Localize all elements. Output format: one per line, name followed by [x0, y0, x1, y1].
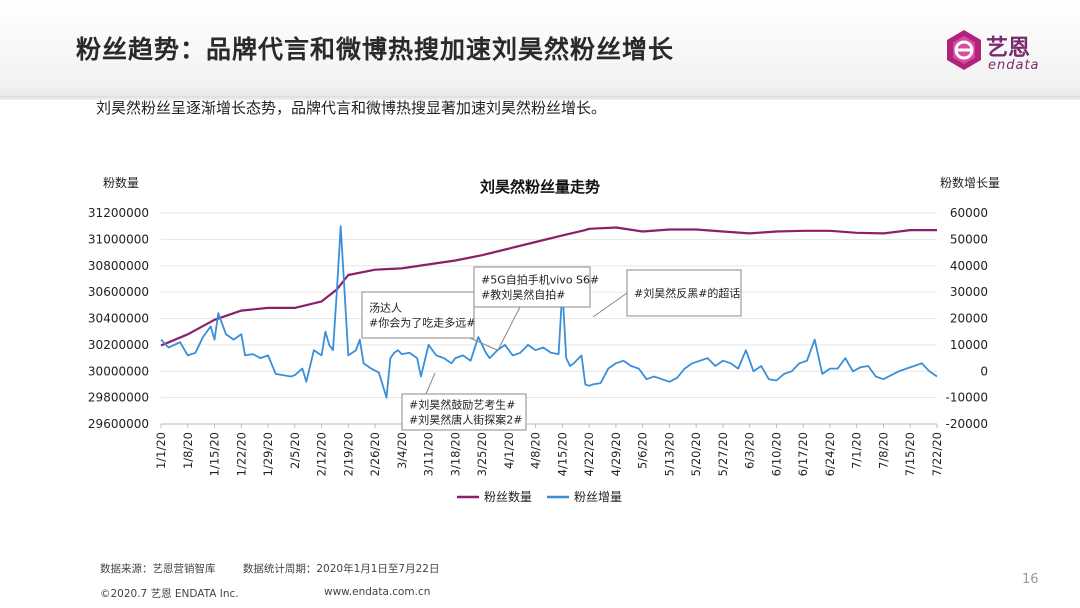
website-link[interactable]: www.endata.com.cn [324, 586, 431, 598]
annotation-text: #刘昊然鼓励艺考生# [409, 398, 515, 412]
annotation-text: #刘昊然唐人街探案2# [409, 413, 522, 427]
y-left-tick-label: 30200000 [88, 338, 149, 352]
x-tick-label: 6/10/20 [769, 432, 783, 476]
x-tick-label: 2/5/20 [288, 432, 302, 469]
x-tick-label: 7/8/20 [876, 432, 890, 469]
x-tick-label: 4/15/20 [555, 432, 569, 476]
annotation-callout-line [425, 372, 436, 395]
series-line-growth [160, 225, 938, 399]
annotation-callout-line [469, 337, 498, 351]
annotation-callout-line [592, 292, 628, 318]
x-tick-label: 2/19/20 [341, 432, 355, 476]
x-tick-label: 1/8/20 [181, 432, 195, 469]
annotation-box [473, 266, 591, 308]
x-tick-label: 5/27/20 [716, 432, 730, 476]
y-left-tick-label: 31000000 [88, 232, 149, 246]
x-tick-label: 6/24/20 [823, 432, 837, 476]
y-axis-left-ticks: 31200000 31000000 30800000 30600000 30400000… [88, 206, 149, 431]
y-left-tick-label: 30000000 [88, 364, 149, 378]
x-tick-label: 2/12/20 [315, 432, 329, 476]
annotation-text: #你会为了吃走多远# [369, 316, 475, 330]
gridlines [161, 212, 937, 425]
y-right-tick-label: 30000 [950, 285, 988, 299]
header-bar [0, 0, 1080, 100]
x-tick-label: 6/3/20 [743, 432, 757, 469]
x-tick-label: 3/25/20 [475, 432, 489, 476]
annotation-text: 汤达人 [369, 301, 402, 315]
annotation-text: #教刘昊然自拍# [481, 288, 565, 302]
endata-logo-icon [947, 30, 981, 70]
y-right-tick-label: 20000 [950, 312, 988, 326]
y-axis-right-label: 粉数增长量 [940, 175, 1000, 190]
data-source: 数据来源：艺恩营销智库 [100, 563, 216, 575]
x-tick-label: 1/1/20 [154, 432, 168, 469]
fans-trend-chart: 刘昊然粉丝量走势 粉数量 粉数增长量 31200000 31000000 30800… [88, 175, 1000, 504]
x-tick-label: 1/15/20 [208, 432, 222, 476]
y-right-tick-label: 10000 [950, 338, 988, 352]
logo-text-cn: 艺恩 [986, 36, 1031, 61]
y-axis-right-ticks: 60000 50000 40000 30000 20000 10000 0 -10000 -20… [945, 206, 988, 431]
brand-logo: 艺恩 endata [944, 28, 1054, 78]
chart-title: 刘昊然粉丝量走势 [480, 178, 600, 196]
x-tick-label: 7/1/20 [850, 432, 864, 469]
x-tick-label: 5/20/20 [689, 432, 703, 476]
y-right-tick-label: 50000 [950, 232, 988, 246]
x-tick-label: 3/18/20 [448, 432, 462, 476]
footer-source-line: 数据来源：艺恩营销智库 数据统计周期：2020年1月1日至7月22日 [100, 561, 463, 576]
annotation-callout-line [497, 306, 521, 351]
series-lines [160, 225, 938, 399]
page-title: 粉丝趋势：品牌代言和微博热搜加速刘昊然粉丝增长 [76, 35, 675, 64]
y-left-tick-label: 29600000 [88, 417, 149, 431]
legend-label: 粉丝增量 [574, 490, 622, 504]
annotations: 汤达人#你会为了吃走多远# #5G自拍手机vivo S6##教刘昊然自拍# #刘昊然… [361, 266, 742, 431]
x-tick-label: 2/26/20 [368, 432, 382, 476]
data-period: 数据统计周期：2020年1月1日至7月22日 [242, 563, 440, 575]
annotation-text: #刘昊然反黑#的超话 [634, 286, 740, 300]
legend-label: 粉丝数量 [484, 489, 532, 504]
logo-text-en: endata [988, 58, 1040, 73]
x-tick-label: 3/4/20 [395, 432, 409, 469]
annotation-box [626, 269, 742, 317]
y-right-tick-label: 40000 [950, 259, 988, 273]
x-tick-label: 1/29/20 [261, 432, 275, 476]
copyright: ©2020.7 艺恩 ENDATA Inc. [100, 588, 239, 600]
annotation-box [361, 291, 475, 339]
x-axis-ticks: 1/1/20 1/8/20 1/15/20 1/22/20 1/29/20 2/5/20 2… [154, 424, 944, 476]
annotation-box [401, 393, 527, 431]
y-axis-left-label: 粉数量 [103, 175, 139, 190]
x-tick-label: 4/29/20 [609, 432, 623, 476]
x-tick-label: 4/8/20 [529, 432, 543, 469]
y-left-tick-label: 30400000 [88, 312, 149, 326]
x-tick-label: 4/22/20 [582, 432, 596, 476]
chart-legend: 粉丝数量 粉丝增量 [457, 489, 622, 504]
x-tick-label: 7/15/20 [903, 432, 917, 476]
y-left-tick-label: 30800000 [88, 259, 149, 273]
y-right-tick-label: 60000 [950, 206, 988, 220]
y-left-tick-label: 31200000 [88, 206, 149, 220]
x-tick-label: 6/17/20 [796, 432, 810, 476]
y-right-tick-label: 0 [980, 364, 988, 378]
annotation-text: #5G自拍手机vivo S6# [481, 273, 599, 287]
series-line-fans [160, 226, 937, 347]
y-right-tick-label: -10000 [945, 391, 988, 405]
y-left-tick-label: 30600000 [88, 285, 149, 299]
page-subtitle: 刘昊然粉丝呈逐渐增长态势，品牌代言和微博热搜显著加速刘昊然粉丝增长。 [96, 99, 607, 117]
x-tick-label: 4/1/20 [502, 432, 516, 469]
x-tick-label: 5/6/20 [636, 432, 650, 469]
y-right-tick-label: -20000 [945, 417, 988, 431]
header-divider [0, 96, 1080, 100]
x-tick-label: 5/13/20 [662, 432, 676, 476]
page-number: 16 [1022, 572, 1039, 587]
y-left-tick-label: 29800000 [88, 391, 149, 405]
x-tick-label: 1/22/20 [234, 432, 248, 476]
x-tick-label: 3/11/20 [422, 432, 436, 476]
x-tick-label: 7/22/20 [930, 432, 944, 476]
